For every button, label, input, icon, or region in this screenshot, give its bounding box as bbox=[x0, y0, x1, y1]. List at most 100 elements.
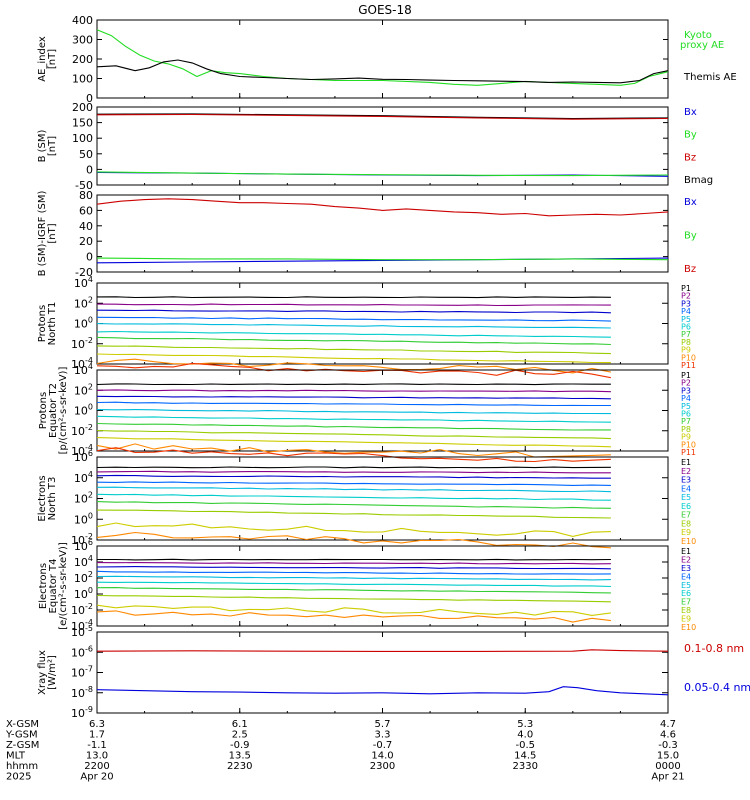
y-axis-label: Protons bbox=[37, 305, 48, 342]
legend-label: Bx bbox=[684, 197, 697, 208]
flux-line-P7 bbox=[96, 336, 611, 346]
y-axis-label: Electrons bbox=[37, 475, 48, 521]
channel-label: E4 bbox=[681, 572, 691, 581]
channel-label: E3 bbox=[681, 476, 691, 485]
flux-line-E4 bbox=[96, 570, 611, 575]
tick-value-xgsm: 5.7 bbox=[375, 719, 391, 730]
legend-label: Bmag bbox=[684, 175, 713, 186]
tick-value-date: Apr 21 bbox=[651, 772, 684, 783]
y-tick-label: 50 bbox=[79, 148, 93, 161]
flux-line-E2 bbox=[96, 562, 611, 565]
y-axis-label: North T1 bbox=[47, 302, 58, 346]
flux-line-E4 bbox=[96, 481, 611, 486]
y-axis-label: North T3 bbox=[47, 477, 58, 521]
channel-label: P8 bbox=[681, 338, 691, 347]
channel-label: P11 bbox=[681, 361, 696, 370]
legend-label: 0.05-0.4 nm bbox=[684, 681, 750, 694]
y-tick-label: 10-7 bbox=[71, 665, 93, 680]
y-tick-label: 104 bbox=[74, 362, 93, 377]
y-tick-label: 100 bbox=[74, 586, 93, 601]
channel-label: E1 bbox=[681, 547, 691, 556]
series-line-black bbox=[96, 113, 669, 120]
y-tick-label: -50 bbox=[75, 179, 93, 192]
flux-line-P1 bbox=[96, 383, 611, 386]
flux-line-P4 bbox=[96, 316, 611, 322]
tick-value-ygsm: 4.0 bbox=[517, 730, 533, 741]
channel-label: P11 bbox=[681, 448, 696, 457]
y-axis-label: [p/(cm²-s-sr-keV)] bbox=[58, 367, 69, 455]
xray-short-line bbox=[96, 686, 669, 696]
tick-value-mlt: 15.0 bbox=[657, 751, 679, 762]
flux-line-P10 bbox=[96, 443, 611, 458]
y-tick-label: 10-9 bbox=[71, 705, 93, 720]
y-axis-label: B (SM) bbox=[37, 129, 48, 162]
channel-label: P1 bbox=[681, 284, 691, 293]
tick-value-ygsm: 1.7 bbox=[89, 730, 105, 741]
tick-value-zgsm: -0.5 bbox=[515, 740, 535, 751]
row-label: 2025 bbox=[6, 772, 31, 783]
channel-label: P8 bbox=[681, 425, 691, 434]
y-tick-label: 10-2 bbox=[71, 423, 93, 438]
tick-value-mlt: 14.0 bbox=[371, 751, 393, 762]
y-axis-label: [nT] bbox=[47, 49, 58, 69]
y-tick-label: 100 bbox=[74, 316, 93, 331]
channel-label: E2 bbox=[681, 467, 691, 476]
tick-value-mlt: 13.0 bbox=[86, 751, 108, 762]
flux-line-P10 bbox=[96, 358, 612, 374]
y-tick-label: 10-2 bbox=[71, 336, 93, 351]
tick-value-xgsm: 6.1 bbox=[232, 719, 248, 730]
tick-value-mlt: 13.5 bbox=[229, 751, 251, 762]
flux-line-E5 bbox=[96, 486, 611, 493]
flux-line-P4 bbox=[96, 401, 611, 407]
legend-label: Bz bbox=[684, 152, 696, 163]
series-line-green bbox=[96, 257, 669, 261]
channel-label: P6 bbox=[681, 323, 691, 332]
channel-label: E1 bbox=[681, 458, 691, 467]
flux-line-E2 bbox=[96, 470, 611, 474]
channel-label: E10 bbox=[681, 537, 696, 546]
channel-label: E6 bbox=[681, 502, 691, 511]
y-axis-label: Protons bbox=[38, 392, 49, 429]
tick-value-xgsm: 4.7 bbox=[660, 719, 676, 730]
y-axis-label: Electrons bbox=[38, 563, 49, 609]
legend-label: Bz bbox=[684, 264, 696, 275]
y-tick-label: 102 bbox=[74, 491, 93, 506]
flux-line-P8 bbox=[96, 345, 611, 355]
channel-label: P9 bbox=[681, 346, 691, 355]
y-axis-label: [e/(cm²-s-sr-keV)] bbox=[58, 542, 69, 630]
legend-label: By bbox=[684, 231, 697, 242]
channel-label: P5 bbox=[681, 315, 691, 324]
channel-label: P7 bbox=[681, 417, 691, 426]
flux-line-P3 bbox=[96, 309, 611, 314]
tick-value-ygsm: 2.5 bbox=[232, 730, 248, 741]
flux-line-E10 bbox=[96, 531, 611, 549]
panel-frame-e1 bbox=[96, 456, 669, 541]
y-tick-label: 200 bbox=[72, 53, 93, 66]
flux-line-E7 bbox=[96, 501, 611, 509]
y-tick-label: 0 bbox=[86, 251, 93, 264]
y-tick-label: 300 bbox=[72, 34, 93, 47]
flux-line-E8 bbox=[96, 594, 611, 603]
tick-value-zgsm: -0.7 bbox=[373, 740, 393, 751]
y-tick-label: 106 bbox=[74, 449, 93, 464]
channel-label: E10 bbox=[681, 623, 696, 632]
tick-value-hhmm: 2200 bbox=[84, 761, 109, 772]
channel-label: P3 bbox=[681, 299, 691, 308]
flux-line-P5 bbox=[96, 409, 611, 415]
channel-label: P10 bbox=[681, 353, 696, 362]
chart-title: GOES-18 bbox=[358, 3, 412, 17]
y-axis-label: [nT] bbox=[47, 223, 58, 243]
y-tick-label: 10-2 bbox=[71, 602, 93, 617]
flux-line-P5 bbox=[96, 323, 611, 329]
flux-line-E6 bbox=[96, 581, 611, 588]
y-tick-label: 104 bbox=[74, 470, 93, 485]
channel-label: P5 bbox=[681, 402, 691, 411]
y-tick-label: 10-6 bbox=[71, 644, 93, 659]
series-line-red bbox=[96, 113, 669, 120]
flux-line-P8 bbox=[96, 429, 611, 440]
channel-label: E4 bbox=[681, 484, 691, 493]
tick-value-ygsm: 4.6 bbox=[660, 730, 676, 741]
tick-value-zgsm: -1.1 bbox=[87, 740, 107, 751]
y-tick-label: 102 bbox=[74, 382, 93, 397]
